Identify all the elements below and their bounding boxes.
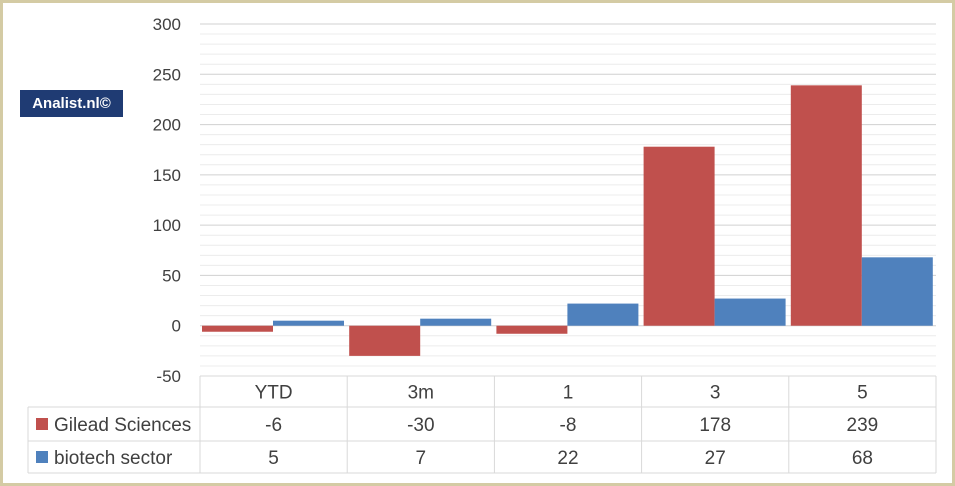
biotech-legend-key [36,451,48,463]
y-tick-label: 50 [162,266,181,285]
y-tick-label: 300 [153,15,181,34]
category-label: YTD [255,383,293,404]
y-tick-label: 250 [153,65,181,84]
y-tick-label: -50 [156,367,181,386]
category-label: 3 [710,383,721,404]
data-table-value: -30 [407,415,434,436]
gilead-bar [349,325,421,356]
data-table-value: 178 [699,415,731,436]
category-label: 1 [563,383,574,404]
category-label: 5 [857,383,868,404]
biotech-bar [714,298,786,326]
y-tick-label: 150 [153,166,181,185]
data-table-value: 7 [416,448,427,469]
biotech-bar [861,257,933,326]
gilead-bar [496,325,568,334]
data-table-value: 22 [557,448,578,469]
y-tick-label: 0 [172,317,181,336]
data-table-value: 5 [268,448,279,469]
gilead-bar [790,85,862,326]
data-table-value: -8 [560,415,577,436]
data-table-value: 239 [847,415,879,436]
biotech-bar [420,318,492,326]
analist-logo: Analist.nl© [20,90,123,117]
data-table-value: 68 [852,448,873,469]
data-table-value: -6 [265,415,282,436]
y-tick-label: 200 [153,116,181,135]
biotech-bar [273,320,344,326]
bar-chart: -50 0 50 100 150 200 250 300 YTD 3m 1 3 5 Gilead Scie… [27,15,937,474]
gilead-legend-key [36,418,48,430]
gilead-bar [643,146,715,326]
data-table-value: 27 [705,448,726,469]
gilead-bar [202,325,273,332]
biotech-bar [567,303,639,326]
category-label: 3m [408,383,434,404]
y-tick-label: 100 [153,216,181,235]
series-name: biotech sector [54,448,173,469]
series-name: Gilead Sciences [54,415,191,436]
